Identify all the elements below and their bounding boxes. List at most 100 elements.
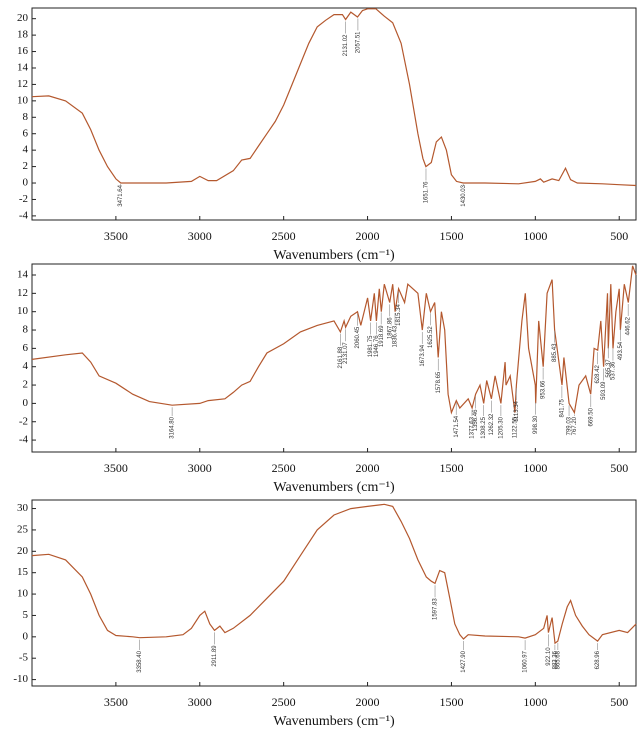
- peak-label: 1308.25: [481, 416, 487, 438]
- x-tick-label: 2500: [272, 229, 296, 243]
- y-tick-label: 10: [17, 588, 29, 600]
- x-tick-label: 2000: [356, 695, 380, 709]
- x-tick-label: 3500: [104, 695, 128, 709]
- peak-label: 1122.55: [512, 416, 518, 438]
- y-tick-label: 4: [23, 360, 29, 372]
- x-tick-label: 500: [610, 695, 628, 709]
- y-tick-label: 25: [17, 523, 29, 535]
- peak-label: 841.75: [559, 398, 565, 417]
- x-tick-label: 2000: [356, 461, 380, 475]
- y-tick-label: 6: [23, 342, 29, 354]
- peak-label: 669.50: [588, 407, 594, 426]
- peak-label: 1946.76: [374, 335, 380, 357]
- peak-label: 1205.30: [498, 416, 504, 438]
- y-tick-label: 15: [17, 566, 29, 578]
- y-tick-label: 10: [17, 305, 29, 317]
- x-tick-label: 3000: [188, 461, 212, 475]
- x-tick-label: 1500: [439, 461, 463, 475]
- peak-label: 922.10: [546, 647, 552, 666]
- y-tick-label: 30: [17, 502, 29, 514]
- peak-label: 1356.46: [473, 409, 479, 431]
- peak-label: 565.37: [606, 359, 612, 378]
- y-tick-label: 4: [23, 144, 29, 156]
- spectrum-line: [31, 503, 637, 645]
- peak-label: 2131.02: [343, 34, 349, 56]
- peak-label: 446.62: [626, 316, 632, 335]
- y-tick-label: 20: [17, 545, 29, 557]
- y-tick-label: 20: [17, 12, 29, 24]
- x-tick-label: 3000: [188, 695, 212, 709]
- peak-label: 493.54: [618, 341, 624, 360]
- x-tick-label: 3000: [188, 229, 212, 243]
- peak-label: 865.68: [555, 650, 561, 669]
- y-tick-label: 14: [17, 269, 29, 281]
- peak-label: 953.66: [541, 380, 547, 399]
- spectrum-line: [31, 8, 637, 187]
- plot-frame: [31, 499, 637, 687]
- y-tick-label: 0: [23, 397, 29, 409]
- y-tick-label: 8: [23, 111, 29, 123]
- x-tick-label: 2500: [272, 695, 296, 709]
- y-tick-label: 12: [17, 287, 28, 299]
- y-tick-label: -5: [19, 652, 29, 664]
- peak-label: 537.36: [611, 361, 617, 380]
- peak-label: 628.96: [595, 650, 601, 669]
- peak-label: 3358.40: [137, 650, 143, 672]
- peak-label: 1113.34: [514, 400, 520, 421]
- y-tick-label: 0: [23, 630, 29, 642]
- x-tick-label: 2000: [356, 229, 380, 243]
- peak-label: 1471.54: [454, 415, 460, 437]
- y-tick-label: -4: [19, 434, 29, 446]
- peak-label: 799.03: [567, 416, 573, 435]
- x-tick-label: 500: [610, 229, 628, 243]
- x-tick-label: 3500: [104, 461, 128, 475]
- x-tick-label: 1000: [523, 229, 547, 243]
- y-tick-label: -2: [19, 415, 28, 427]
- peak-label: 998.30: [533, 415, 539, 434]
- peak-label: 1836.43: [393, 325, 399, 347]
- peak-label: 593.09: [601, 381, 607, 400]
- peak-label: 1377.63: [470, 416, 476, 438]
- peak-label: 1815.34: [396, 303, 402, 325]
- peak-label: 1625.52: [428, 326, 434, 348]
- peak-label: 2057.51: [355, 31, 361, 53]
- peak-label: 628.42: [595, 365, 601, 384]
- x-tick-label: 1500: [439, 229, 463, 243]
- peak-label: 767.20: [572, 416, 578, 435]
- y-tick-label: 8: [23, 324, 29, 336]
- peak-label: 2131.07: [343, 342, 349, 364]
- y-tick-label: 16: [17, 45, 29, 57]
- peak-label: 1673.94: [420, 344, 426, 366]
- x-axis-label: Wavenumbers (cm⁻¹): [273, 248, 395, 263]
- spectrum-panel: -4 -2 0 2 4 6 8 10 12 14 16 18 20 3500 3000 2500 2000 150…: [17, 7, 637, 263]
- peak-label: 1060.97: [523, 650, 529, 672]
- plot-frame: [31, 263, 637, 453]
- peak-label: 1578.65: [436, 371, 442, 393]
- spectrum-panel: -10 -5 0 5 10 15 20 25 30 3500 3000 2500 2000 1500 100…: [13, 499, 637, 729]
- peak-label: 1597.83: [433, 598, 439, 620]
- y-tick-label: 14: [17, 62, 29, 74]
- y-tick-label: -4: [19, 209, 29, 221]
- y-tick-label: 5: [23, 609, 29, 621]
- plot-frame: [31, 7, 637, 221]
- peak-label: 1981.75: [368, 335, 374, 357]
- peak-label: 3164.80: [170, 416, 176, 438]
- x-axis-label: Wavenumbers (cm⁻¹): [273, 480, 395, 495]
- peak-label: 885.43: [552, 343, 558, 362]
- peak-label: 1651.76: [424, 181, 430, 203]
- peak-label: 2161.88: [338, 346, 344, 368]
- peak-label: 1430.03: [461, 184, 467, 206]
- y-tick-label: 2: [23, 160, 29, 172]
- y-tick-label: 18: [17, 29, 29, 41]
- x-tick-label: 1500: [439, 695, 463, 709]
- x-tick-label: 1000: [523, 695, 547, 709]
- peak-label: 1427.90: [461, 650, 467, 672]
- peak-label: 2060.45: [355, 326, 361, 348]
- y-tick-label: 10: [17, 94, 29, 106]
- x-tick-label: 1000: [523, 461, 547, 475]
- y-tick-label: 2: [23, 379, 29, 391]
- x-tick-label: 3500: [104, 229, 128, 243]
- y-tick-label: 0: [23, 177, 29, 189]
- spectrum-panel: -4 -2 0 2 4 6 8 10 12 14 3500 3000 2500 2000 1500 1000 5…: [17, 263, 637, 495]
